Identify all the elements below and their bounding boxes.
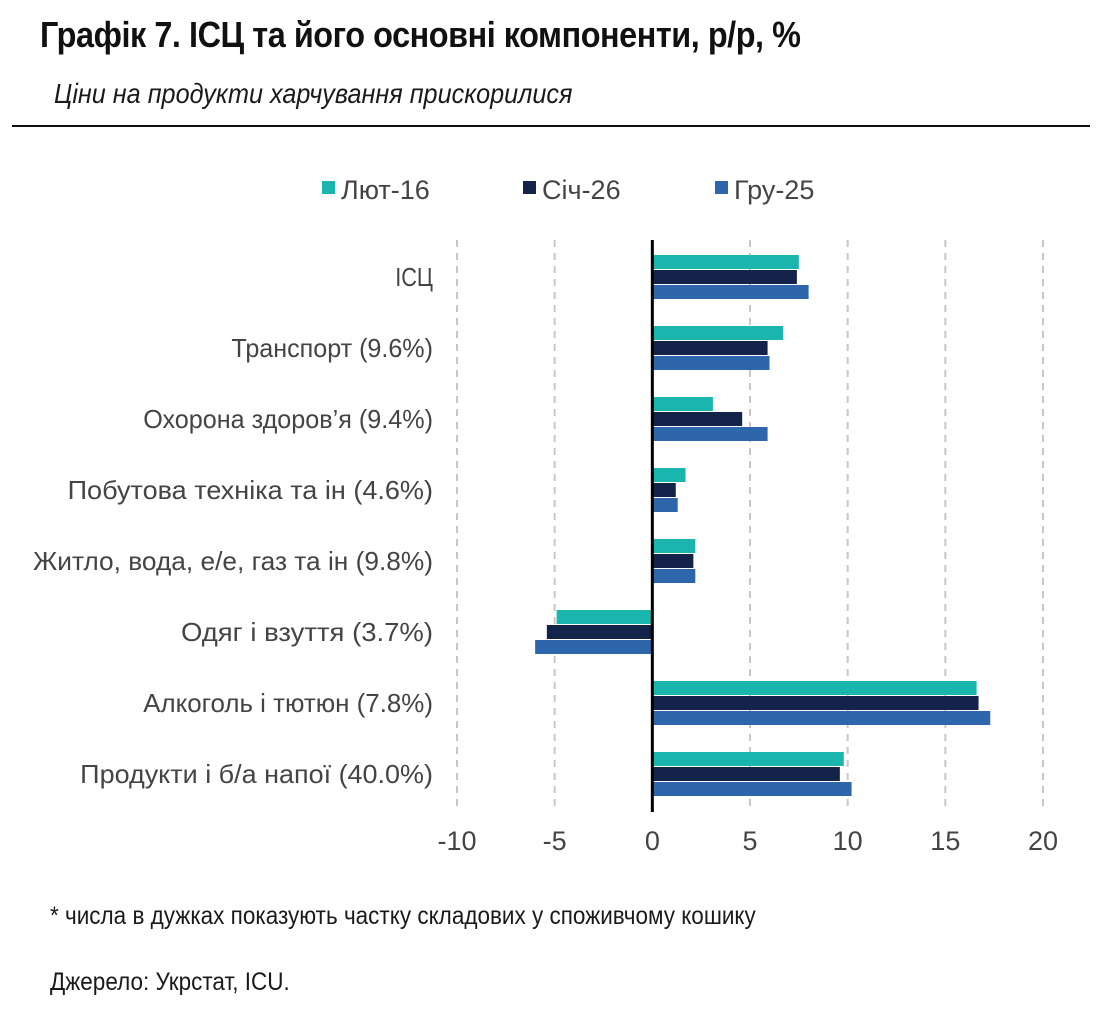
chart-title: Графік 7. ІСЦ та його основні компоненти… xyxy=(40,14,801,55)
category-label: Транспорт (9.6%) xyxy=(231,333,433,363)
bar xyxy=(652,554,694,568)
legend-swatch xyxy=(322,181,335,194)
bar xyxy=(546,625,653,639)
legend-swatch xyxy=(523,181,536,194)
bar xyxy=(652,427,768,441)
bar xyxy=(652,539,696,553)
bar xyxy=(652,681,977,695)
legend-label: Лют-16 xyxy=(341,175,430,205)
category-label: Продукти і б/а напої (40.0%) xyxy=(80,759,433,789)
x-tick-label: -10 xyxy=(437,826,476,856)
x-tick-label: 15 xyxy=(930,826,960,856)
bar xyxy=(652,341,768,355)
bar xyxy=(652,752,844,766)
legend-label: Січ-26 xyxy=(542,175,621,205)
bar xyxy=(652,498,678,512)
category-label: Одяг і взуття (3.7%) xyxy=(181,617,433,647)
legend-swatch xyxy=(715,181,728,194)
bar xyxy=(652,326,784,340)
bar xyxy=(652,782,852,796)
bar xyxy=(535,640,653,654)
x-tick-label: -5 xyxy=(543,826,567,856)
bar xyxy=(652,711,991,725)
x-tick-label: 20 xyxy=(1028,826,1058,856)
bar xyxy=(652,270,797,284)
bar xyxy=(652,255,799,269)
chart-subtitle: Ціни на продукти харчування прискорилися xyxy=(54,78,573,109)
category-label: Алкоголь і тютюн (7.8%) xyxy=(143,688,433,718)
bar xyxy=(652,468,686,482)
bar xyxy=(652,483,676,497)
category-label: ІСЦ xyxy=(395,262,433,292)
title-divider xyxy=(12,125,1090,127)
category-label: Житло, вода, е/е, газ та ін (9.8%) xyxy=(33,546,433,576)
bar xyxy=(652,285,809,299)
bar xyxy=(652,397,713,411)
footnote: * числа в дужках показують частку складо… xyxy=(50,902,756,930)
category-label: Побутова техніка та ін (4.6%) xyxy=(68,475,433,505)
category-label: Охорона здоров’я (9.4%) xyxy=(143,404,433,434)
bar xyxy=(652,569,696,583)
bar xyxy=(652,356,770,370)
bar xyxy=(652,696,979,710)
source-note: Джерело: Укрстат, ICU. xyxy=(50,968,290,996)
x-tick-label: 0 xyxy=(645,826,660,856)
legend-label: Гру-25 xyxy=(734,175,814,205)
bar xyxy=(652,767,840,781)
bar xyxy=(652,412,743,426)
bar xyxy=(556,610,653,624)
x-tick-label: 5 xyxy=(742,826,757,856)
x-tick-label: 10 xyxy=(833,826,863,856)
